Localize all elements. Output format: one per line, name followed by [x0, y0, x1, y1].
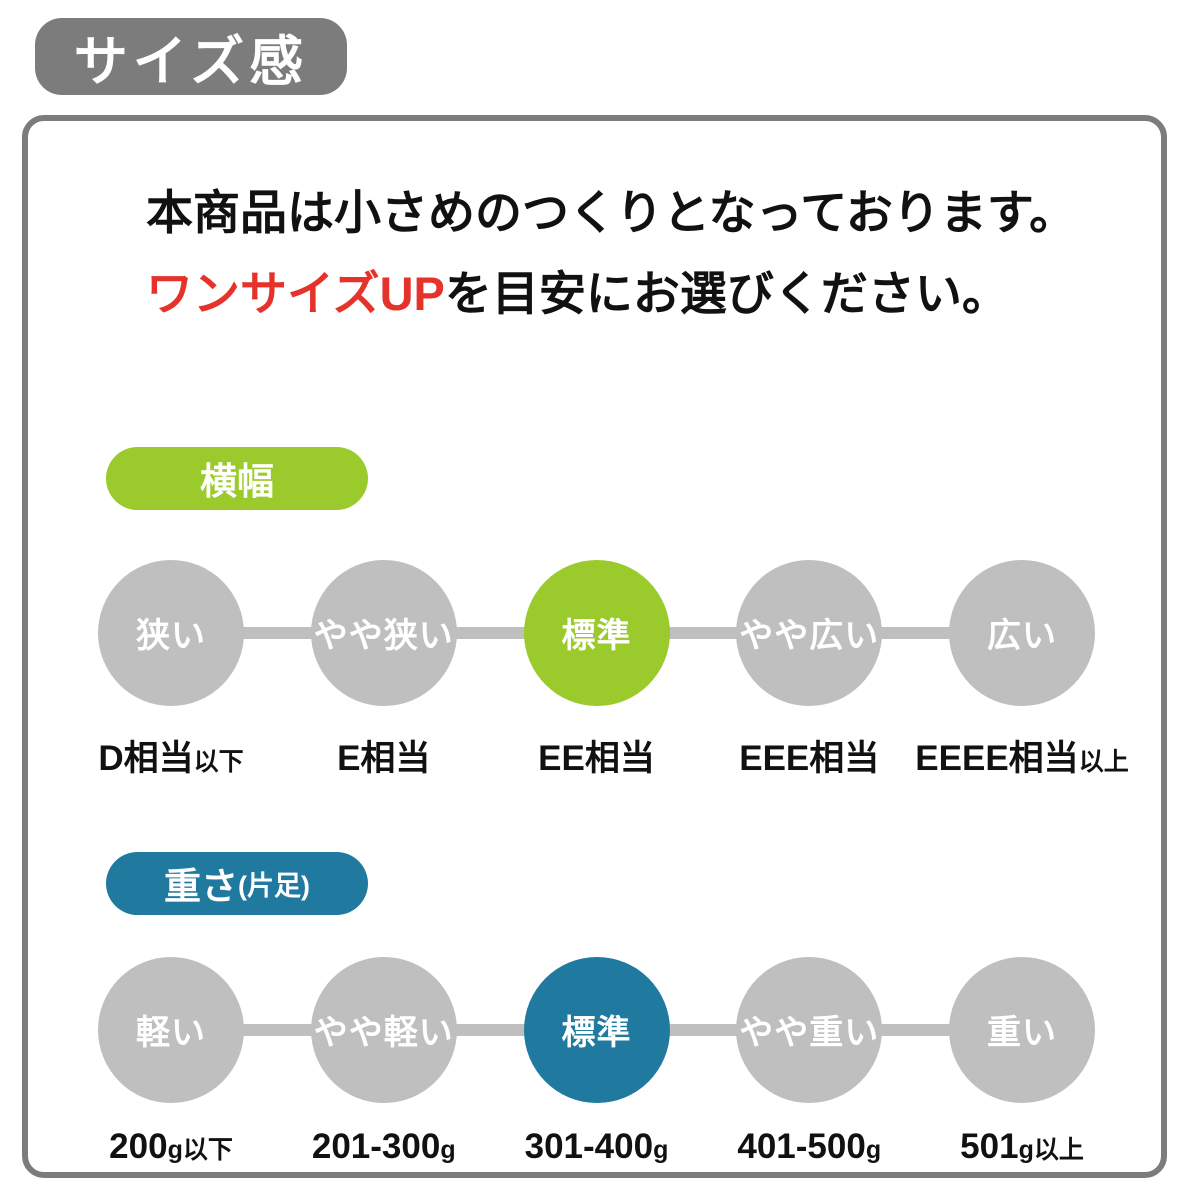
intro-line-2-rest: を目安にお選びください。 — [444, 266, 1009, 320]
width-circle-slightly-wide: やや広い — [736, 559, 883, 706]
intro-text: 本商品は小さめのつくりとなっております。 ワンサイズUPを目安にお選びください。 — [146, 173, 1131, 335]
width-label-eee: EEE相当 — [739, 738, 880, 778]
width-pill-label: 横幅 — [200, 461, 274, 503]
intro-line-1: 本商品は小さめのつくりとなっております。 — [146, 186, 1077, 239]
width-circle-slightly-narrow: やや狭い — [310, 559, 457, 706]
weight-pill-suffix: (片足) — [238, 870, 310, 901]
width-label-eeee: EEEE相当 以上 — [915, 738, 1129, 778]
weight-circle-light: 軽い — [98, 956, 244, 1103]
weight-label-under-200g: 200 g以下 — [109, 1126, 233, 1166]
width-scale-row: 狭い やや狭い 標準 やや広い 広い — [98, 559, 1095, 706]
weight-scale-row: 軽い やや軽い 標準 やや重い 重い — [98, 956, 1095, 1103]
size-info-panel: 本商品は小さめのつくりとなっております。 ワンサイズUPを目安にお選びください。… — [22, 115, 1167, 1178]
width-section-pill: 横幅 — [106, 446, 368, 510]
width-circle-standard-active: 標準 — [523, 559, 670, 706]
weight-label-201-300g: 201-300 g — [311, 1126, 456, 1166]
weight-circle-slightly-light: やや軽い — [310, 956, 457, 1103]
weight-circle-standard-active: 標準 — [523, 956, 670, 1103]
weight-label-301-400g: 301-400 g — [524, 1126, 669, 1166]
weight-pill-label: 重さ — [164, 866, 238, 908]
page-title-badge: サイズ感 — [35, 18, 347, 95]
width-label-e: E相当 — [337, 738, 431, 778]
width-label-ee: EE相当 — [538, 738, 655, 778]
weight-section-pill: 重さ (片足) — [106, 851, 368, 915]
width-circle-wide: 広い — [949, 559, 1095, 706]
intro-highlight-one-size-up: ワンサイズUP — [146, 266, 445, 320]
width-circle-narrow: 狭い — [98, 559, 244, 706]
intro-line-2: ワンサイズUPを目安にお選びください。 — [146, 254, 1131, 335]
weight-label-401-500g: 401-500 g — [737, 1126, 882, 1166]
weight-circle-heavy: 重い — [949, 956, 1095, 1103]
width-labels-row: D相当 以下 E相当 EE相当 EEE相当 EEEE相当 以上 — [98, 730, 1129, 778]
width-label-d: D相当 以下 — [98, 738, 244, 778]
weight-label-over-501g: 501 g以上 — [960, 1126, 1084, 1166]
weight-circle-slightly-heavy: やや重い — [736, 956, 883, 1103]
weight-labels-row: 200 g以下 201-300 g 301-400 g 401-500 g 501 g以上 — [98, 1127, 1095, 1173]
